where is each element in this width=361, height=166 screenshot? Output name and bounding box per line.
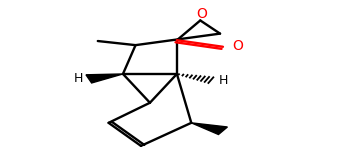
Text: O: O xyxy=(197,7,208,21)
Polygon shape xyxy=(86,74,123,83)
Text: O: O xyxy=(232,39,243,53)
Text: H: H xyxy=(219,74,229,87)
Text: H: H xyxy=(73,72,83,85)
Polygon shape xyxy=(191,123,227,134)
